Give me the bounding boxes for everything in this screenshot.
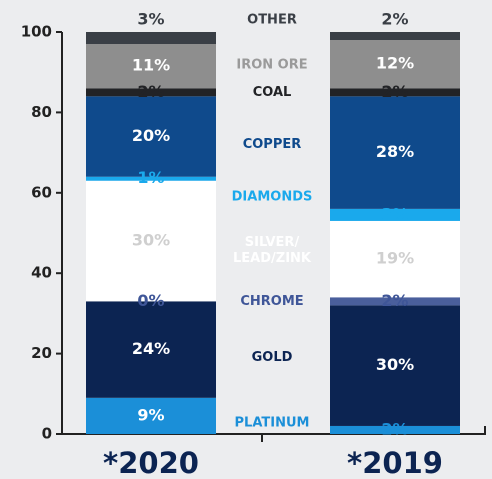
value-label: 2% (137, 82, 164, 101)
value-label: 28% (376, 142, 414, 161)
series-label: PLATINUM (235, 415, 310, 430)
bar-segment (86, 176, 216, 181)
y-tick-label: 0 (42, 425, 52, 443)
bar-segment (86, 180, 216, 302)
bar-segment (86, 96, 216, 177)
series-label: GOLD (252, 350, 293, 365)
value-label: 30% (376, 355, 414, 374)
value-label: 9% (137, 405, 164, 424)
value-label: 20% (132, 126, 170, 145)
series-label: CHROME (240, 294, 303, 309)
series-label: IRON ORE (236, 58, 307, 73)
value-label: 1% (137, 168, 164, 187)
value-label: 12% (376, 54, 414, 73)
y-tick-label: 20 (31, 344, 52, 362)
x-tick-label: *2019 (347, 446, 443, 479)
bar-segment (330, 32, 460, 41)
bar-segment (330, 208, 460, 221)
bar-segment (86, 44, 216, 89)
series-label: OTHER (247, 13, 297, 28)
value-label: 2% (381, 419, 408, 438)
bar-segment (86, 32, 216, 45)
value-label: 0% (137, 291, 164, 310)
bar-segment (330, 40, 460, 89)
y-tick-label: 40 (31, 264, 52, 282)
series-label: DIAMONDS (232, 189, 313, 204)
x-tick-label: *2020 (103, 446, 199, 479)
value-label: 2% (381, 291, 408, 310)
y-tick-label: 80 (31, 103, 52, 121)
value-label: 11% (132, 56, 170, 75)
bar-segment (330, 220, 460, 298)
value-label: 2% (381, 10, 408, 29)
value-label: 24% (132, 339, 170, 358)
y-tick-label: 60 (31, 183, 52, 201)
value-label: 3% (137, 10, 164, 29)
value-label: 30% (132, 231, 170, 250)
value-label: 3% (381, 204, 408, 223)
bar-segment (330, 88, 460, 97)
value-label: 2% (381, 82, 408, 101)
bar-segment (330, 425, 460, 434)
series-label: COPPER (243, 137, 302, 152)
bar-segment (86, 397, 216, 434)
y-tick-label: 100 (21, 23, 52, 41)
bar-segment (330, 297, 460, 306)
value-label: 19% (376, 249, 414, 268)
bar-segment (86, 88, 216, 97)
bar-segment (330, 96, 460, 209)
bar-segment (86, 301, 216, 398)
series-label: SILVER/LEAD/ZINK (233, 235, 312, 266)
series-label: COAL (253, 85, 292, 100)
bar-segment (330, 305, 460, 426)
